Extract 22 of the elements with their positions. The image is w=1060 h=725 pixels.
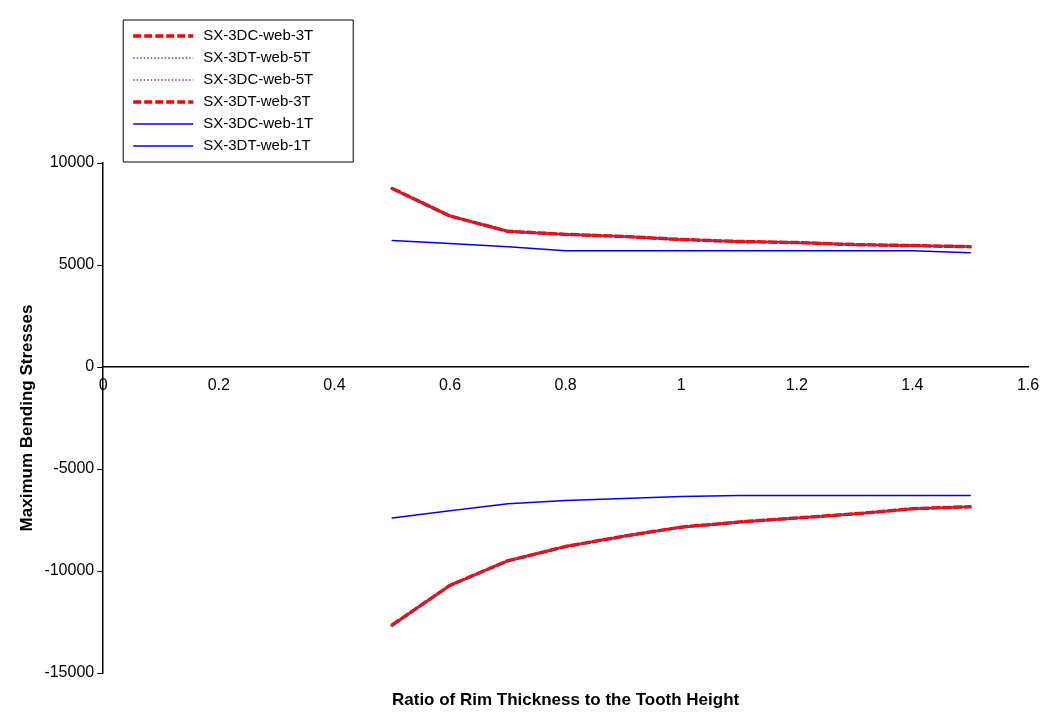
x-tick-label: 0.6	[438, 376, 462, 394]
legend-label: SX-3DC-web-1T	[203, 114, 314, 132]
x-tick-label: 1	[676, 376, 686, 394]
legend-label: SX-3DC-web-3T	[203, 26, 314, 44]
x-tick-label: 1.4	[901, 376, 924, 394]
x-tick-label: 0.8	[554, 376, 577, 394]
y-tick-label: 5000	[58, 255, 95, 273]
y-tick-label: 0	[85, 357, 95, 375]
y-tick-label: -15000	[44, 663, 95, 681]
legend-label: SX-3DT-web-3T	[203, 92, 311, 110]
x-axis-title: Ratio of Rim Thickness to the Tooth Height	[391, 690, 740, 710]
x-tick-label: 0.2	[207, 376, 231, 394]
legend-label: SX-3DT-web-1T	[203, 136, 311, 154]
x-tick-label: 1.6	[1016, 376, 1040, 394]
x-tick-label: 1.2	[785, 376, 809, 394]
y-tick-label: -10000	[44, 561, 95, 579]
legend-label: SX-3DT-web-5T	[203, 48, 311, 66]
y-tick-label: 10000	[49, 153, 95, 171]
y-tick-label: -5000	[53, 459, 95, 477]
legend-label: SX-3DC-web-5T	[203, 70, 314, 88]
x-tick-label: 0.4	[323, 376, 346, 394]
y-axis-title: Maximum Bending Stresses	[16, 304, 36, 532]
